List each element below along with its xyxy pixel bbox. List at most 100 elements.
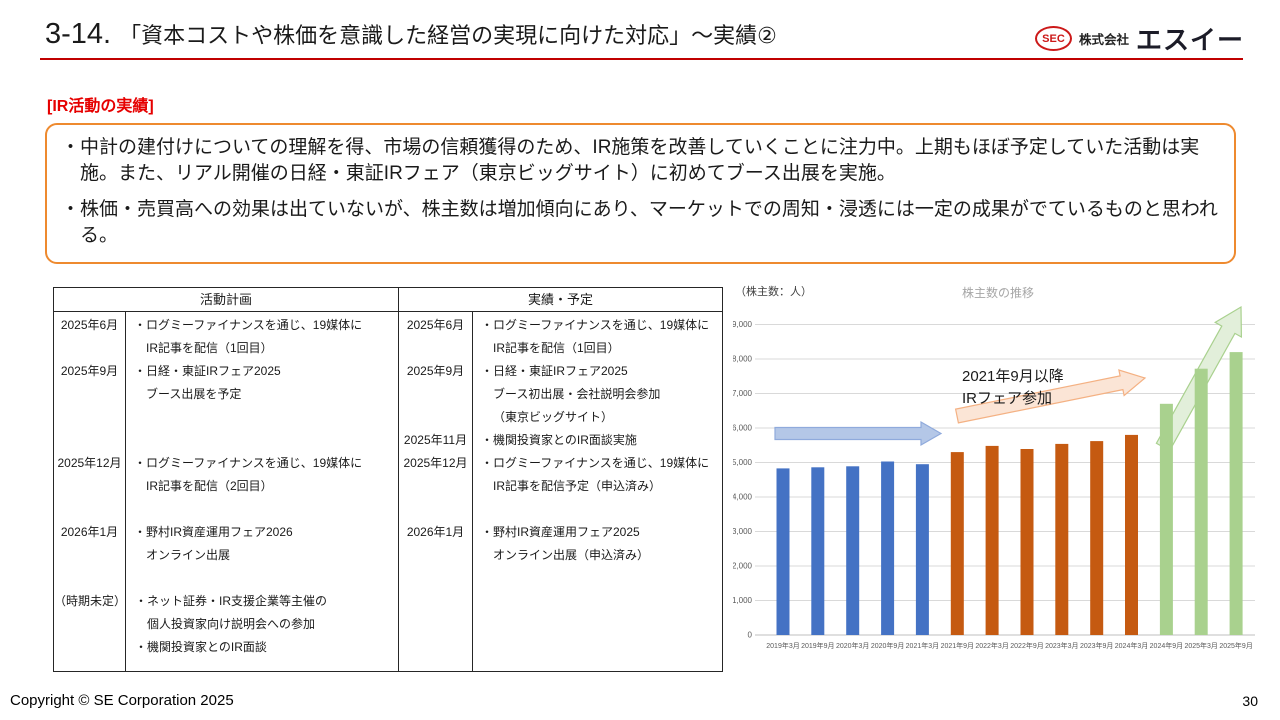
- footer-copyright: Copyright © SE Corporation 2025: [10, 692, 234, 709]
- x-tick-label: 2023年9月: [1080, 641, 1113, 650]
- table-entry: 2025年9月 ・日経・東証IRフェア2025 ブース初出展・会社説明会参加 （東京ビ…: [399, 360, 722, 429]
- entry-line: ・ログミーファイナンスを通じ、19媒体に: [134, 318, 363, 332]
- x-tick-labels: 2019年3月 2019年9月 2020年3月 2020年9月 2021年3月 2021年…: [766, 641, 1253, 650]
- bar: [1159, 403, 1173, 635]
- table-entry: 2026年1月 ・野村IR資産運用フェア2025 オンライン出展（申込済み）: [399, 521, 722, 567]
- y-tick-label: 1,000: [733, 596, 753, 605]
- x-tick-label: 2023年3月: [1045, 641, 1078, 650]
- bar: [846, 466, 860, 635]
- x-tick-label: 2024年3月: [1115, 641, 1148, 650]
- title-text: 「資本コストや株価を意識した経営の実現に向けた対応」～実績②: [119, 23, 777, 48]
- bar: [985, 445, 999, 635]
- entry-line: IR記事を配信（1回目）: [493, 341, 620, 355]
- x-tick-label: 2019年3月: [766, 641, 799, 650]
- entry-text: ・ログミーファイナンスを通じ、19媒体に IR記事を配信（1回目）: [125, 314, 362, 360]
- title-number: 3-14.: [45, 18, 112, 50]
- entry-date: 2025年11月: [403, 433, 468, 447]
- entry-line: ・ログミーファイナンスを通じ、19媒体に: [481, 456, 710, 470]
- bar: [1125, 434, 1138, 635]
- x-tick-label: 2021年3月: [906, 641, 939, 650]
- y-tick-label: 8,000: [733, 355, 753, 364]
- y-tick-label: 4,000: [733, 493, 753, 502]
- table-entry: 2025年9月 ・日経・東証IRフェア2025 ブース出展を予定: [54, 360, 398, 406]
- table-entry: （時期未定） ・ネット証券・IR支援企業等主催の 個人投資家向け説明会への参加 ・機関…: [54, 590, 398, 659]
- bar: [776, 468, 790, 635]
- shareholder-chart: 0 1,000 2,000 3,000 4,000 5,000 6,000 7,000 8,00…: [733, 280, 1263, 680]
- table-entry: 2025年6月 ・ログミーファイナンスを通じ、19媒体に IR記事を配信（1回目）: [399, 314, 722, 360]
- actual-column-body: 2025年6月 ・ログミーファイナンスを通じ、19媒体に IR記事を配信（1回目） 2…: [399, 312, 722, 671]
- entry-line: 個人投資家向け説明会への参加: [147, 617, 316, 631]
- bars-group: [776, 352, 1243, 635]
- bar: [1020, 449, 1034, 635]
- y-tick-label: 6,000: [733, 424, 753, 433]
- plan-column-header: 活動計画: [54, 288, 398, 312]
- bar: [1194, 368, 1208, 635]
- entry-text: ・ログミーファイナンスを通じ、19媒体に IR記事を配信予定（申込済み）: [472, 452, 709, 498]
- sec-logo-icon: SEC: [1034, 26, 1072, 51]
- entry-line: IR記事を配信（1回目）: [146, 341, 273, 355]
- header-divider: [40, 58, 1243, 60]
- entry-date: 2025年6月: [60, 318, 119, 332]
- x-tick-label: 2022年9月: [1010, 641, 1043, 650]
- y-tick-label: 2,000: [733, 562, 753, 571]
- entry-text: ・ネット証券・IR支援企業等主催の 個人投資家向け説明会への参加・機関投資家とのI…: [126, 590, 327, 659]
- entry-date: 2026年1月: [60, 525, 119, 539]
- company-prefix: 株式会社: [1078, 33, 1129, 47]
- entry-date: 2025年9月: [60, 364, 119, 378]
- company-logo: SEC 株式会社 エスイー: [1034, 20, 1244, 57]
- entry-line: ・日経・東証IRフェア2025: [134, 364, 281, 378]
- chart-plot: 0 1,000 2,000 3,000 4,000 5,000 6,000 7,000 8,00…: [733, 305, 1255, 650]
- chart-unit-label: （株主数：人）: [735, 286, 812, 298]
- entry-line: ブース初出展・会社説明会参加: [493, 387, 661, 401]
- table-entry: 2025年12月 ・ログミーファイナンスを通じ、19媒体に IR記事を配信予定（申込…: [399, 452, 722, 498]
- company-name: エスイー: [1135, 25, 1244, 55]
- entry-line: ・野村IR資産運用フェア2026: [134, 525, 293, 539]
- entry-line: ・ログミーファイナンスを通じ、19媒体に: [134, 456, 363, 470]
- entry-text: ・ログミーファイナンスを通じ、19媒体に IR記事を配信（1回目）: [472, 314, 709, 360]
- entry-date: 2025年6月: [406, 318, 465, 332]
- x-tick-label: 2025年9月: [1219, 641, 1252, 650]
- bar: [881, 461, 895, 635]
- plan-date-divider: [125, 312, 126, 671]
- table-entry: 2025年12月 ・ログミーファイナンスを通じ、19媒体に IR記事を配信（2回目）: [54, 452, 398, 498]
- bar: [1055, 443, 1069, 635]
- bar: [950, 452, 964, 635]
- plan-column-body: 2025年6月 ・ログミーファイナンスを通じ、19媒体に IR記事を配信（1回目） 2…: [54, 312, 398, 671]
- section-label: [IR活動の実績]: [47, 98, 154, 115]
- entry-line: ・ネット証券・IR支援企業等主催の: [135, 594, 328, 608]
- entry-text: ・野村IR資産運用フェア2026 オンライン出展: [125, 521, 293, 567]
- entry-date: 2025年12月: [403, 456, 468, 470]
- page-title: 3-14. 「資本コストや株価を意識した経営の実現に向けた対応」～実績②: [45, 18, 777, 51]
- bar: [1090, 441, 1104, 635]
- chart-annotation-line: IRフェア参加: [962, 390, 1053, 407]
- y-tick-label: 0: [748, 631, 753, 640]
- y-tick-label: 7,000: [733, 389, 753, 398]
- entry-date: 2025年12月: [57, 456, 122, 470]
- summary-bullet: ・中計の建付けについての理解を得、市場の信頼獲得のため、IR施策を改善していくこ…: [61, 137, 1200, 184]
- activity-table: 活動計画 2025年6月 ・ログミーファイナンスを通じ、19媒体に IR記事を配信（…: [53, 287, 723, 672]
- table-entry: 2025年11月 ・機関投資家とのIR面談実施: [399, 429, 722, 452]
- actual-column-header: 実績・予定: [399, 288, 722, 312]
- entry-text: ・日経・東証IRフェア2025 ブース初出展・会社説明会参加 （東京ビッグサイト）: [472, 360, 660, 429]
- summary-box: ・中計の建付けについての理解を得、市場の信頼獲得のため、IR施策を改善していくこ…: [45, 123, 1236, 264]
- entry-line: オンライン出展: [146, 548, 231, 562]
- entry-text: ・日経・東証IRフェア2025 ブース出展を予定: [125, 360, 281, 406]
- entry-line: ・機関投資家とのIR面談: [135, 640, 267, 654]
- entry-line: ・機関投資家とのIR面談実施: [481, 433, 637, 447]
- bar: [1229, 352, 1243, 635]
- summary-bullet: ・株価・売買高への効果は出ていないが、株主数は増加傾向にあり、マーケットでの周知…: [61, 199, 1218, 246]
- entry-line: （東京ビッグサイト）: [493, 410, 614, 424]
- table-entry: 2026年1月 ・野村IR資産運用フェア2026 オンライン出展: [54, 521, 398, 567]
- entry-line: ・日経・東証IRフェア2025: [481, 364, 628, 378]
- plan-column: 活動計画 2025年6月 ・ログミーファイナンスを通じ、19媒体に IR記事を配信（…: [54, 288, 398, 671]
- chart-annotation-line: 2021年9月以降: [962, 368, 1064, 385]
- entry-text: ・野村IR資産運用フェア2025 オンライン出展（申込済み）: [472, 521, 649, 567]
- entry-date: （時期未定）: [54, 594, 127, 608]
- x-tick-label: 2022年3月: [975, 641, 1008, 650]
- ir-fair-period-arrow: [954, 369, 1147, 424]
- x-tick-label: 2020年3月: [836, 641, 869, 650]
- bar: [811, 467, 825, 635]
- pre-ir-period-arrow: [774, 420, 943, 447]
- x-tick-label: 2020年9月: [871, 641, 904, 650]
